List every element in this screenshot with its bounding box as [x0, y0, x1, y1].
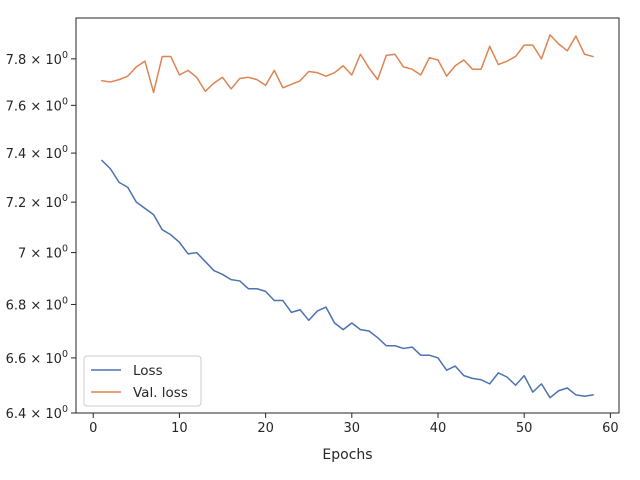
y-tick-label: 7.6 × 100	[6, 96, 68, 114]
plot-area	[76, 18, 619, 413]
x-tick-label: 50	[516, 421, 533, 436]
legend-box	[83, 355, 202, 407]
legend: Loss Val. loss	[83, 355, 202, 407]
series-layer	[101, 34, 594, 399]
legend-label-val-loss: Val. loss	[133, 385, 188, 401]
x-axis: 0 10 20 30 40 50 60	[89, 413, 619, 436]
y-tick-label: 7.2 × 100	[6, 193, 68, 211]
x-axis-title: Epochs	[322, 447, 372, 463]
legend-label-loss: Loss	[133, 363, 163, 379]
y-tick-label: 6.4 × 100	[6, 404, 68, 422]
x-tick-label: 20	[257, 421, 274, 436]
x-tick-label: 40	[430, 421, 447, 436]
x-tick-label: 10	[171, 421, 188, 436]
y-tick-label: 7.8 × 100	[6, 50, 68, 68]
y-tick-label: 6.6 × 100	[6, 349, 68, 367]
y-tick-label: 7 × 100	[18, 244, 68, 262]
series-line-loss	[101, 159, 594, 399]
y-tick-label: 7.4 × 100	[6, 144, 68, 162]
y-axis: 6.4 × 100 6.6 × 100 6.8 × 100 7 × 100 7.2 × …	[6, 50, 76, 422]
x-tick-label: 30	[344, 421, 361, 436]
y-tick-label: 6.8 × 100	[6, 295, 68, 313]
x-tick-label: 60	[602, 421, 619, 436]
plot-frame	[75, 17, 620, 414]
series-line-val-loss	[101, 34, 594, 94]
x-tick-label: 0	[89, 421, 97, 436]
